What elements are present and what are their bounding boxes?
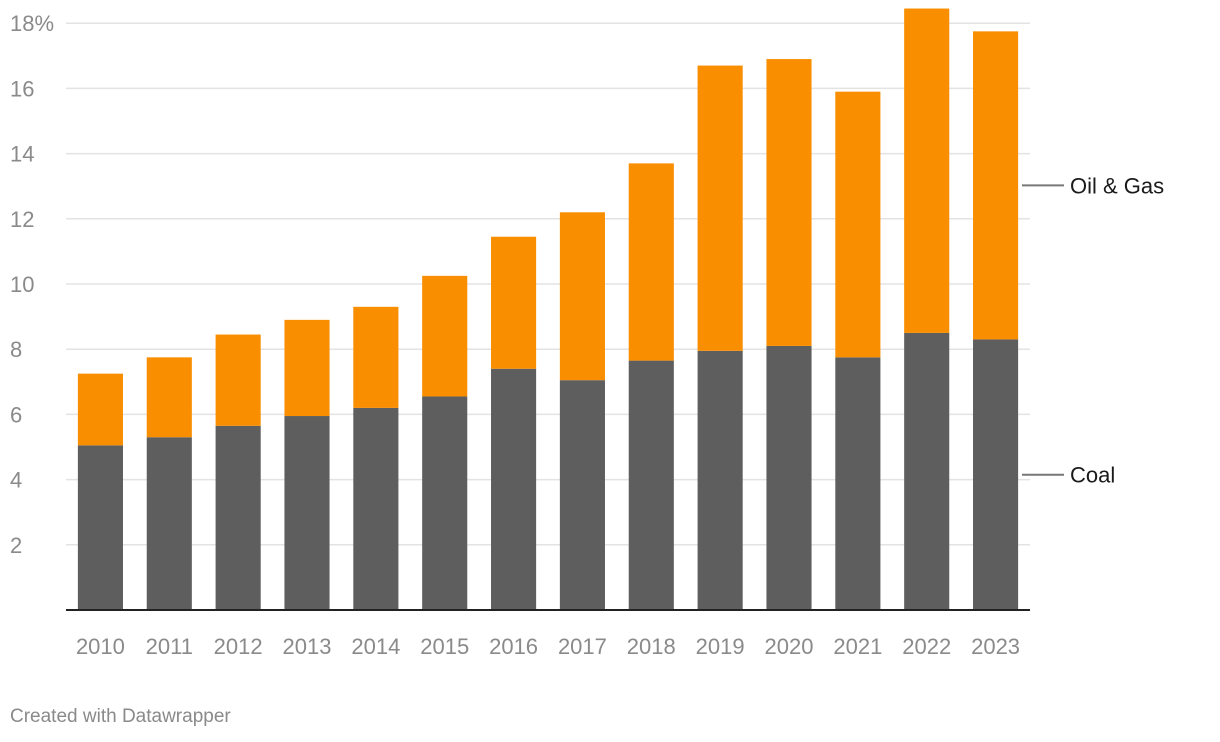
bar-oil-gas-2015: [422, 275, 468, 397]
x-tick-label: 2023: [971, 634, 1020, 659]
x-axis-tick-labels: 2010 2011 2012 2013 2014 2015 2016 2017 2018 2019…: [76, 634, 1020, 659]
bar-oil-gas-2013: [284, 319, 330, 417]
bar-oil-gas-2017: [559, 212, 605, 381]
x-tick-label: 2011: [146, 634, 193, 659]
y-tick-label: 16: [10, 76, 34, 101]
x-tick-label: 2020: [765, 634, 814, 659]
credit-text: Created with Datawrapper: [10, 706, 231, 727]
y-tick-label: 6: [10, 402, 22, 427]
x-tick-label: 2022: [902, 634, 951, 659]
y-tick-label: 10: [10, 272, 34, 297]
bar-oil-gas-2018: [628, 163, 674, 361]
bar-coal-2020: [766, 345, 812, 610]
bar-coal-2021: [835, 357, 881, 610]
bar-coal-2010: [77, 445, 123, 610]
x-tick-label: 2010: [76, 634, 125, 659]
bar-coal-2017: [559, 380, 605, 610]
x-tick-label: 2021: [833, 634, 882, 659]
bar-coal-2018: [628, 360, 674, 610]
bar-coal-2022: [904, 332, 950, 610]
x-tick-label: 2017: [558, 634, 607, 659]
bar-oil-gas-2014: [353, 306, 399, 408]
x-tick-label: 2019: [696, 634, 745, 659]
bar-coal-2019: [697, 350, 743, 610]
bar-coal-2015: [422, 396, 468, 610]
x-tick-label: 2014: [351, 634, 400, 659]
y-tick-label: 2: [10, 533, 22, 558]
bar-coal-2012: [215, 425, 261, 610]
y-tick-label: 8: [10, 337, 22, 362]
bar-coal-2016: [491, 368, 537, 610]
y-tick-label: 4: [10, 468, 22, 493]
series-label-oil-gas: Oil & Gas: [1070, 173, 1164, 198]
bar-oil-gas-2023: [973, 31, 1019, 340]
series-label-coal: Coal: [1070, 463, 1115, 488]
bar-coal-2011: [146, 437, 192, 610]
y-tick-label: 18%: [10, 11, 54, 36]
x-tick-label: 2018: [627, 634, 676, 659]
x-tick-label: 2012: [214, 634, 263, 659]
x-tick-label: 2013: [283, 634, 332, 659]
bar-oil-gas-2012: [215, 334, 261, 426]
bar-oil-gas-2022: [904, 8, 950, 333]
bar-oil-gas-2019: [697, 65, 743, 351]
bars: [77, 8, 1019, 610]
bar-oil-gas-2010: [77, 373, 123, 446]
x-tick-label: 2016: [489, 634, 538, 659]
bar-oil-gas-2020: [766, 59, 812, 346]
y-tick-label: 14: [10, 142, 34, 167]
gridlines: [66, 22, 1030, 546]
bar-coal-2023: [973, 339, 1019, 610]
y-tick-label: 12: [10, 207, 34, 232]
y-axis-tick-labels: 18% 16 14 12 10 8 6 4 2: [10, 11, 54, 558]
series-labels: Coal Oil & Gas: [1022, 173, 1164, 488]
bar-coal-2014: [353, 407, 399, 610]
x-tick-label: 2015: [420, 634, 469, 659]
bar-oil-gas-2011: [146, 357, 192, 438]
bar-oil-gas-2021: [835, 91, 881, 358]
stacked-bar-chart: 18% 16 14 12 10 8 6 4 2 2010 2011 2012 2013 2014 2015…: [10, 8, 1164, 659]
bar-oil-gas-2016: [491, 236, 537, 369]
bar-coal-2013: [284, 416, 330, 610]
